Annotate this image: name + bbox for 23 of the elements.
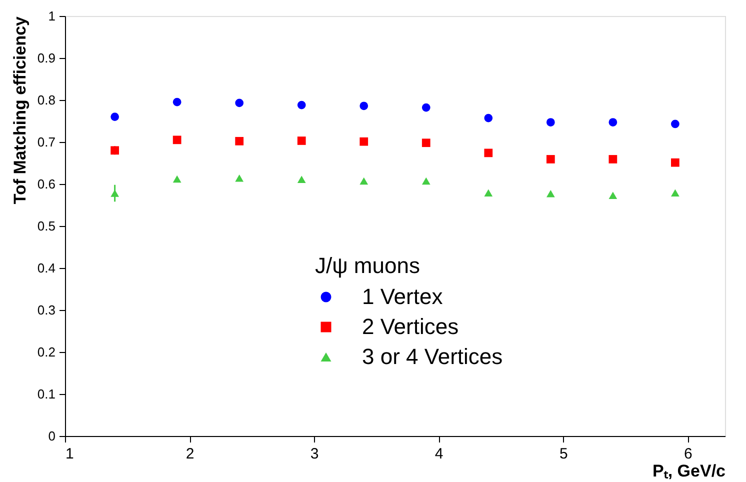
x-axis-title: Pₜ, GeV/c [652, 462, 726, 480]
legend-label: 3 or 4 Vertices [362, 344, 503, 369]
y-tick-label: 0.9 [37, 50, 56, 66]
y-tick-label: 0 [48, 428, 56, 444]
y-tick-label: 0.2 [37, 344, 56, 360]
y-tick-label: 0.1 [37, 386, 56, 402]
legend-label: 1 Vertex [362, 284, 443, 309]
y-tick-label: 0.5 [37, 218, 56, 234]
y-tick-label: 0.7 [37, 134, 56, 150]
legend-label: 2 Vertices [362, 314, 459, 339]
y-tick-label: 1 [48, 8, 56, 24]
x-tick-label: 2 [186, 446, 194, 462]
x-tick-label: 1 [66, 446, 74, 462]
y-tick-label: 0.3 [37, 302, 56, 318]
x-tick-label: 6 [684, 446, 692, 462]
x-tick-label: 4 [434, 446, 444, 462]
y-tick-label: 0.4 [37, 260, 56, 276]
x-tick-label: 5 [559, 446, 568, 462]
y-tick-label: 0.8 [37, 92, 56, 108]
y-axis-title: Tof Matching efficiency [10, 16, 30, 204]
legend-title: J/ψ muons [315, 253, 420, 278]
y-tick-label: 0.6 [37, 176, 56, 192]
x-tick-label: 3 [310, 446, 319, 462]
